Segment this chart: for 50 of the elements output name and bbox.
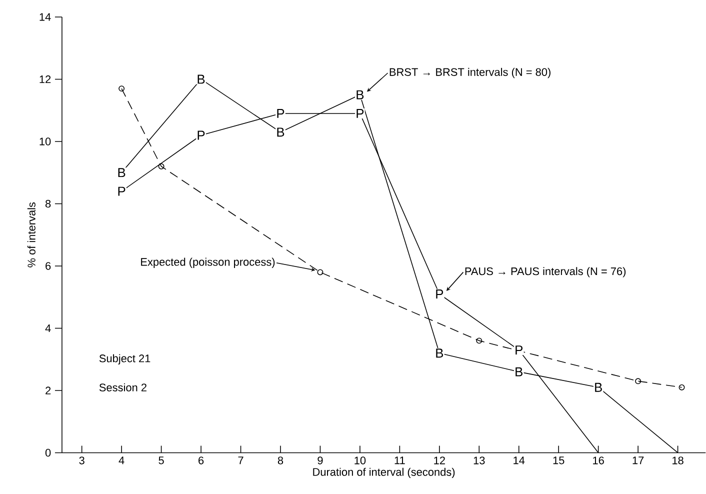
y-tick-label: 0 <box>45 449 51 457</box>
annotation: Subject 21 <box>99 354 150 365</box>
y-axis-title: % of intervals <box>27 202 36 268</box>
x-tick-label: 12 <box>434 456 445 464</box>
data-label: B <box>436 348 444 358</box>
y-tick-label: 4 <box>45 324 51 332</box>
x-tick-label: 4 <box>118 456 124 464</box>
data-label: P <box>277 109 284 118</box>
point <box>476 338 482 344</box>
y-tick-label: 2 <box>46 386 51 394</box>
y-tick-label: 12 <box>40 76 51 84</box>
y-tick-label: 8 <box>46 200 51 208</box>
x-tick-label: 9 <box>318 456 323 464</box>
y-tick-label: 10 <box>40 138 51 146</box>
x-tick-label: 16 <box>593 456 604 464</box>
x-tick-label: 8 <box>278 456 284 464</box>
data-label: P <box>118 186 126 196</box>
data-label: P <box>436 290 444 299</box>
data-label: P <box>198 130 205 140</box>
data-label: B <box>356 90 364 100</box>
point <box>635 378 642 384</box>
x-tick-label: 3 <box>79 456 84 464</box>
data-label: B <box>516 367 522 376</box>
x-tick-label: 15 <box>553 456 564 464</box>
point <box>118 86 125 92</box>
data-label: B <box>198 74 205 84</box>
y-tick-label: 14 <box>40 13 51 21</box>
x-tick-label: 10 <box>354 456 366 464</box>
x-tick-label: 5 <box>158 456 164 464</box>
text: BRST → BRST intervals (N = 80) <box>390 68 550 78</box>
annotation: Expected (poisson process) <box>141 258 275 268</box>
x-tick-label: 11 <box>394 456 405 464</box>
x-axis-title: Duration of interval (seconds) <box>313 468 455 478</box>
x-tick-label: 17 <box>632 456 644 464</box>
x-tick-label: 18 <box>672 456 684 464</box>
data-label: B <box>118 168 126 178</box>
point <box>158 164 164 170</box>
annotation: Session 2 <box>99 383 146 392</box>
data-label: B <box>277 128 284 137</box>
x-tick-label: 14 <box>514 456 525 464</box>
x-tick-label: 7 <box>238 456 244 464</box>
point <box>317 269 324 276</box>
text: PAUS → PAUS intervals (N = 76) <box>465 267 626 278</box>
data-label: P <box>516 346 522 355</box>
data-label: B <box>595 383 602 392</box>
y-tick-label: 6 <box>46 262 51 270</box>
x-tick-label: 13 <box>474 456 485 464</box>
data-label: P <box>356 109 364 118</box>
point <box>678 384 685 390</box>
x-tick-label: 6 <box>198 456 204 464</box>
